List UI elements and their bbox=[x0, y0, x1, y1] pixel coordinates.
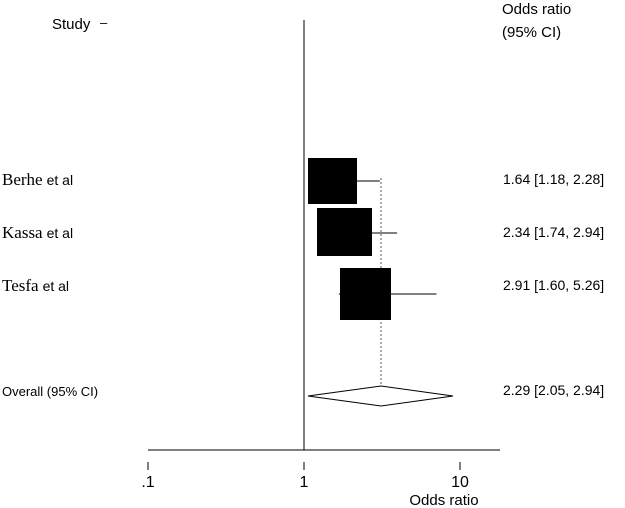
effect-header-line2: (95% CI) bbox=[502, 24, 561, 41]
weight-box-berhe bbox=[308, 158, 357, 204]
study-header: Study bbox=[52, 16, 91, 33]
x-tick-label-1: 1 bbox=[300, 474, 309, 491]
study-name-tesfa: Tesfa et al bbox=[2, 276, 69, 295]
x-axis-title: Odds ratio bbox=[409, 492, 478, 508]
effect-label-tesfa: 2.91 [1.60, 5.26] bbox=[503, 277, 604, 293]
effect-label-kassa: 2.34 [1.74, 2.94] bbox=[503, 224, 604, 240]
effect-header-line1: Odds ratio bbox=[502, 1, 571, 18]
x-tick-label-10: 10 bbox=[451, 474, 469, 491]
overall-label: Overall (95% CI) bbox=[2, 384, 98, 399]
study-header-marker: – bbox=[100, 15, 108, 30]
effect-label-berhe: 1.64 [1.18, 2.28] bbox=[503, 171, 604, 187]
study-name-berhe: Berhe et al bbox=[2, 170, 73, 189]
overall-diamond bbox=[307, 385, 454, 407]
weight-box-tesfa bbox=[340, 268, 391, 320]
x-tick-label-0-1: .1 bbox=[141, 474, 154, 491]
study-name-kassa: Kassa et al bbox=[2, 223, 73, 242]
overall-effect-label: 2.29 [2.05, 2.94] bbox=[503, 382, 604, 398]
weight-box-kassa bbox=[317, 208, 372, 256]
